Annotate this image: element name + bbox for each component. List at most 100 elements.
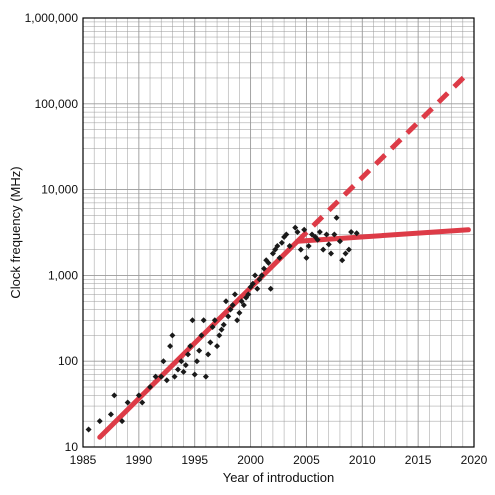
data-point xyxy=(305,243,312,250)
data-point xyxy=(276,254,283,261)
x-tick-label: 1985 xyxy=(70,453,97,467)
data-point xyxy=(169,332,176,339)
data-point xyxy=(171,373,178,380)
grid xyxy=(83,18,474,447)
data-point xyxy=(283,231,290,238)
data-point xyxy=(202,373,209,380)
data-point xyxy=(303,254,310,261)
y-tick-label: 100 xyxy=(58,354,78,368)
data-point xyxy=(174,366,181,373)
data-point xyxy=(301,226,308,233)
data-point xyxy=(345,246,352,253)
data-point xyxy=(111,392,118,399)
data-point xyxy=(258,272,265,279)
data-point xyxy=(160,358,167,365)
x-tick-label: 1990 xyxy=(126,453,153,467)
x-tick-label: 2015 xyxy=(405,453,432,467)
data-point xyxy=(254,285,261,292)
data-point xyxy=(314,236,321,243)
data-point xyxy=(249,280,256,287)
data-point xyxy=(182,362,189,369)
data-point xyxy=(236,309,243,316)
data-point xyxy=(323,231,330,238)
data-point xyxy=(222,298,229,305)
data-point xyxy=(320,246,327,253)
data-point xyxy=(187,343,194,350)
data-point xyxy=(85,426,92,433)
data-point xyxy=(231,291,238,298)
x-tick-label: 1995 xyxy=(181,453,208,467)
trend-line-dashed xyxy=(295,70,471,244)
trend-lines xyxy=(97,70,471,440)
data-point xyxy=(353,230,360,237)
data-point xyxy=(245,291,252,298)
data-point xyxy=(269,250,276,257)
x-axis-label: Year of introduction xyxy=(223,470,335,485)
data-point xyxy=(252,272,259,279)
data-point xyxy=(325,241,332,248)
x-tick-label: 2010 xyxy=(349,453,376,467)
data-point xyxy=(225,313,232,320)
data-point xyxy=(278,239,285,246)
data-point xyxy=(316,229,323,236)
data-point xyxy=(229,302,236,309)
data-point xyxy=(214,343,221,350)
x-tick-labels: 1985 1990 1995 2000 2005 2010 2015 2020 xyxy=(70,453,488,467)
data-point xyxy=(193,358,200,365)
data-point xyxy=(200,317,207,324)
data-point xyxy=(163,377,170,384)
x-tick-label: 2005 xyxy=(293,453,320,467)
y-tick-label: 1,000 xyxy=(48,268,78,282)
data-point xyxy=(119,418,126,425)
plot-frame xyxy=(82,17,475,448)
data-point xyxy=(336,238,343,245)
y-axis-label: Clock frequency (MHz) xyxy=(8,166,23,298)
data-point xyxy=(292,224,299,231)
y-tick-label: 10 xyxy=(65,440,79,454)
data-point xyxy=(240,302,247,309)
data-points xyxy=(85,214,360,433)
data-point xyxy=(216,332,223,339)
data-point xyxy=(333,214,340,221)
data-point xyxy=(211,317,218,324)
x-tick-label: 2000 xyxy=(237,453,264,467)
data-point xyxy=(234,317,241,324)
data-point xyxy=(274,243,281,250)
data-point xyxy=(260,265,267,272)
data-point xyxy=(339,257,346,264)
data-point xyxy=(220,321,227,328)
data-point xyxy=(107,411,114,418)
data-point xyxy=(158,373,165,380)
data-point xyxy=(227,306,234,313)
y-tick-label: 1,000,000 xyxy=(25,11,79,25)
data-point xyxy=(328,250,335,257)
data-point xyxy=(267,285,274,292)
data-point xyxy=(256,276,263,283)
data-point xyxy=(135,392,142,399)
x-tick-label: 2020 xyxy=(461,453,488,467)
data-point xyxy=(124,399,131,406)
data-point xyxy=(198,332,205,339)
data-point xyxy=(180,368,187,375)
data-point xyxy=(297,246,304,253)
data-point xyxy=(189,317,196,324)
data-point xyxy=(286,243,293,250)
y-tick-label: 100,000 xyxy=(35,97,79,111)
data-point xyxy=(294,229,301,236)
data-point xyxy=(152,373,159,380)
y-tick-labels: 10 100 1,000 10,000 100,000 1,000,000 xyxy=(25,11,79,454)
data-point xyxy=(342,250,349,257)
data-point xyxy=(207,339,214,346)
trend-line-solid xyxy=(97,238,300,440)
data-point xyxy=(331,231,338,238)
data-point xyxy=(209,324,216,331)
data-point xyxy=(265,259,272,266)
data-point xyxy=(185,351,192,358)
data-point xyxy=(191,371,198,378)
data-point xyxy=(167,343,174,350)
data-point xyxy=(178,358,185,365)
y-tick-label: 10,000 xyxy=(41,183,78,197)
data-point xyxy=(96,418,103,425)
data-point xyxy=(218,326,225,333)
